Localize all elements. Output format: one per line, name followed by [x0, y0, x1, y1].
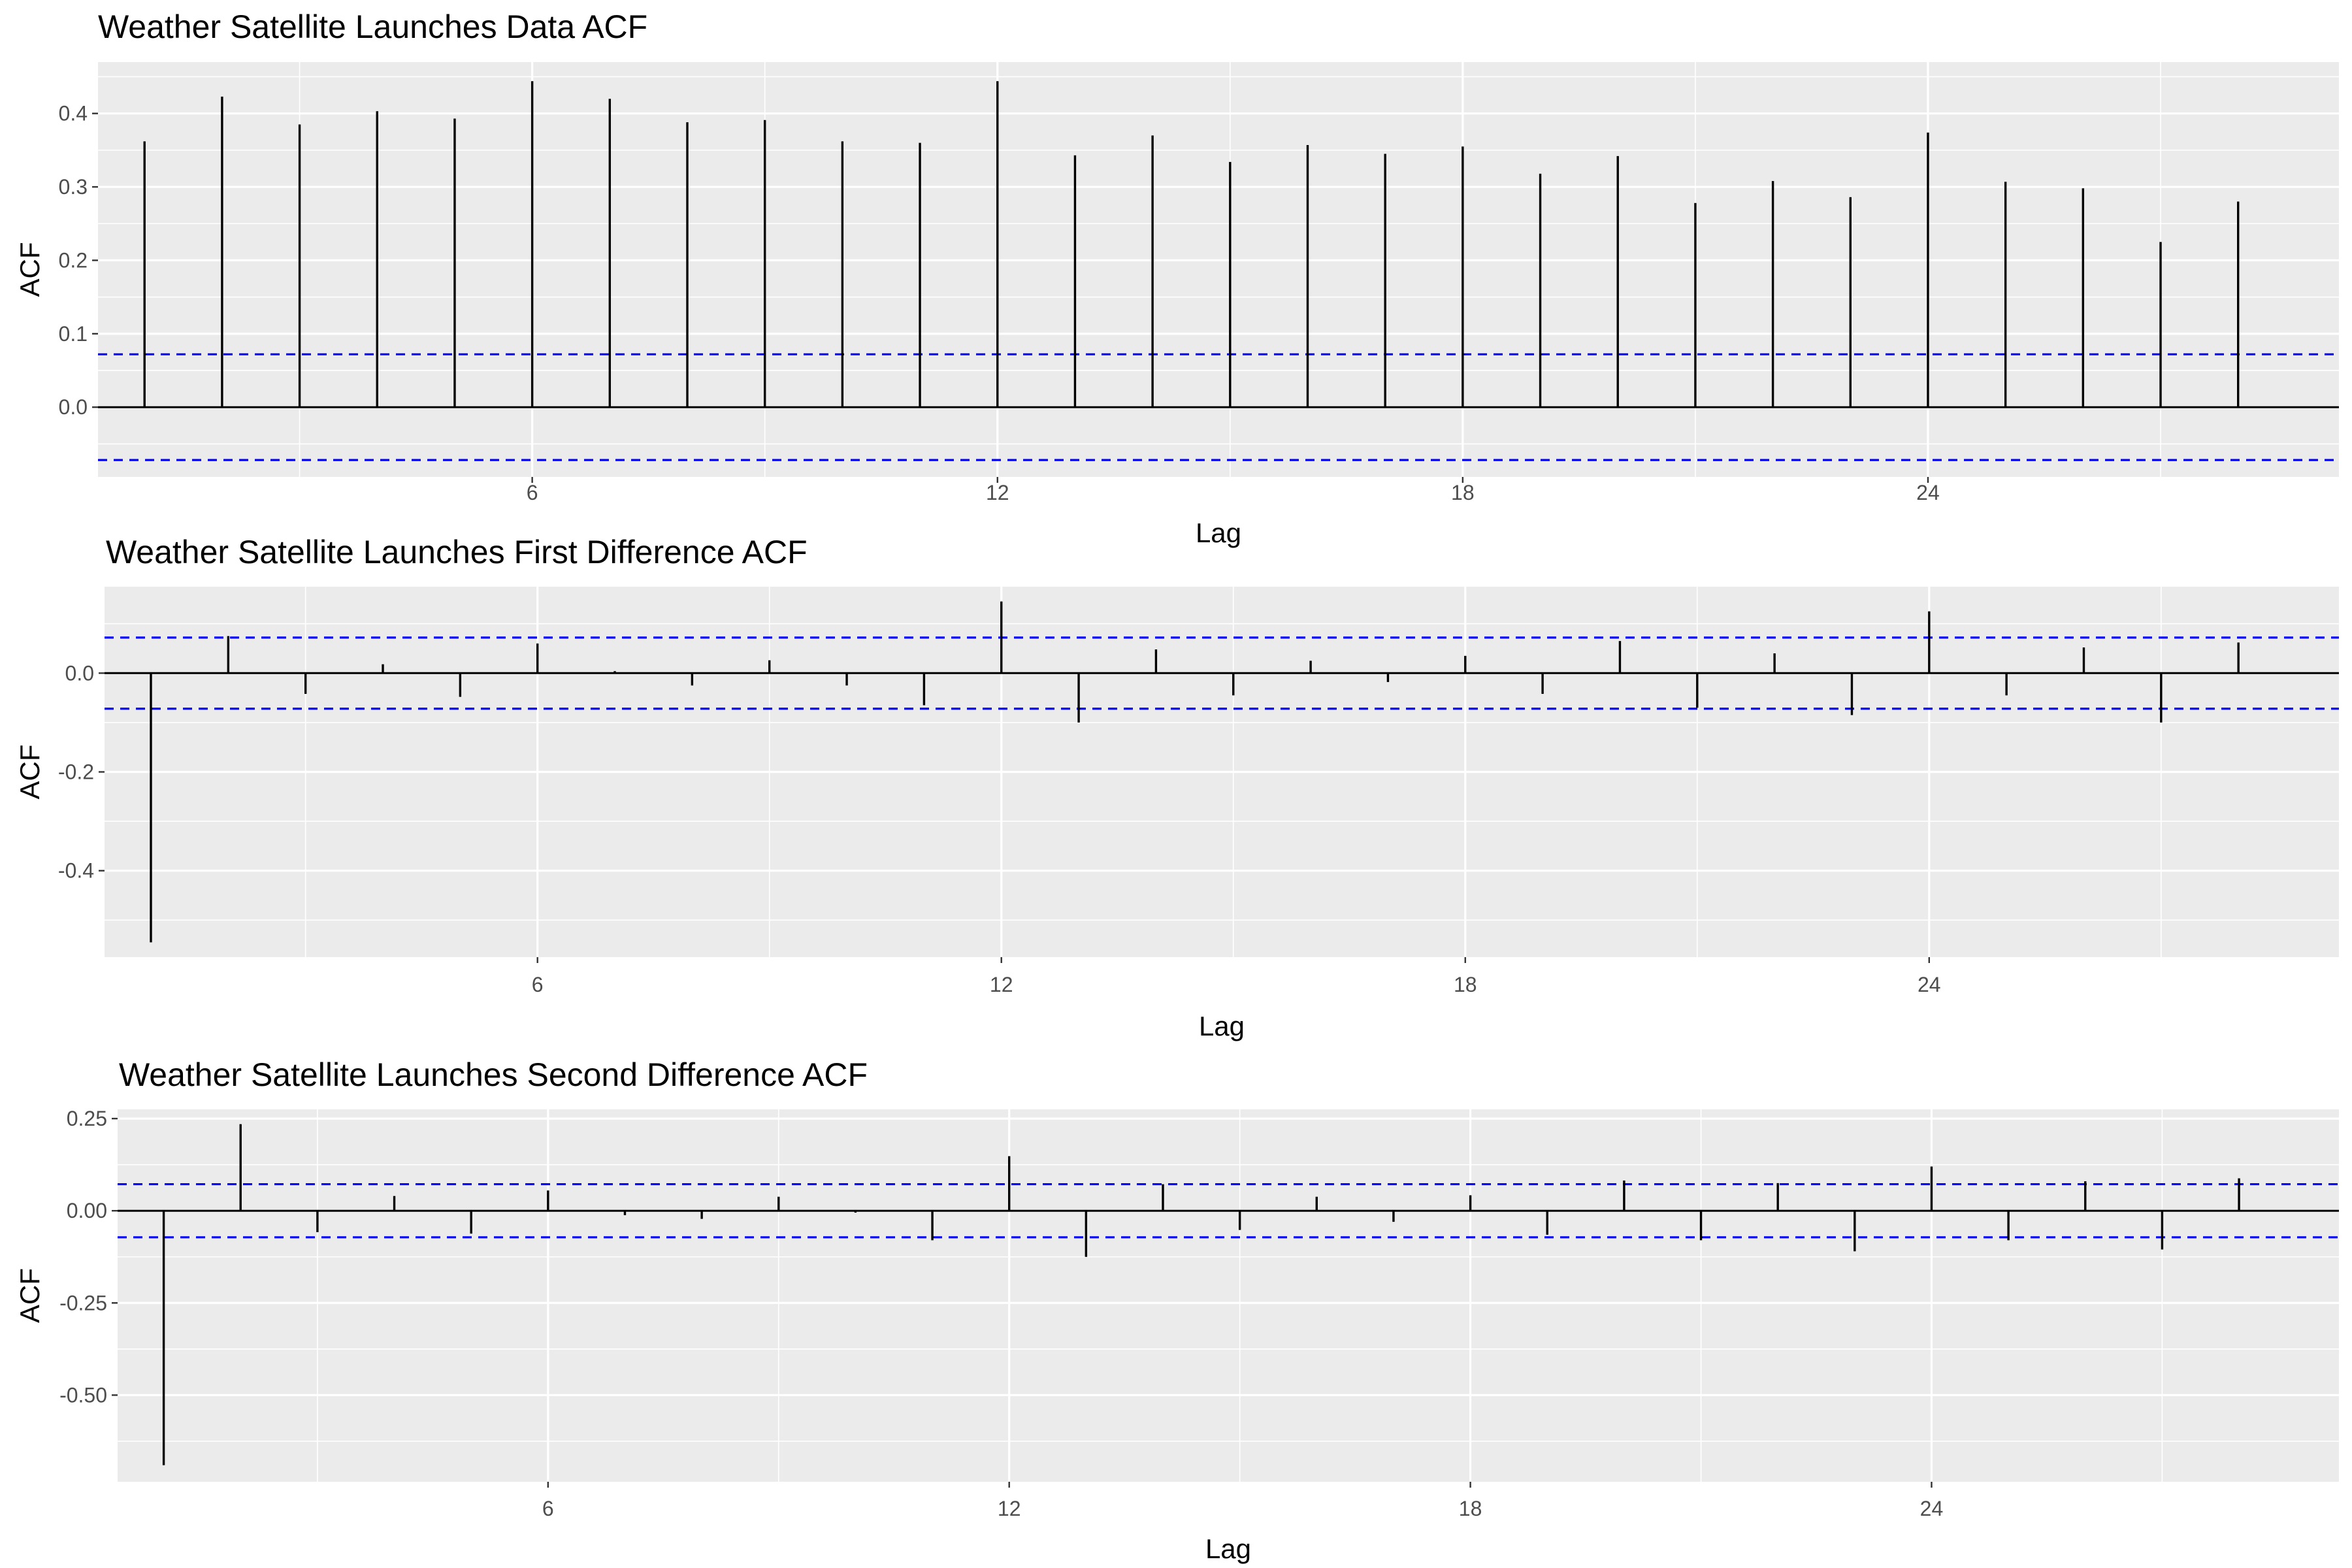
x-tick-label: 12	[986, 481, 1009, 504]
x-tick-label: 24	[1920, 1497, 1944, 1520]
panel-background	[98, 62, 2339, 477]
acf-panel-1: 0.0 0.1 0.2 0.3 0.4 6 12 18 24 Weather Satellite …	[14, 8, 2339, 548]
y-tick-label: -0.50	[59, 1383, 107, 1407]
x-tick-label: 6	[532, 973, 544, 996]
chart-title: Weather Satellite Launches First Differe…	[106, 534, 808, 570]
y-tick-label: 0.0	[65, 661, 94, 685]
y-tick-label: -0.4	[58, 859, 94, 883]
x-axis-title: Lag	[1205, 1533, 1251, 1564]
x-tick-label: 6	[542, 1497, 554, 1520]
x-tick-label: 6	[527, 481, 538, 504]
y-tick-label: 0.2	[59, 248, 88, 272]
y-tick-label: 0.0	[59, 395, 88, 419]
chart-title: Weather Satellite Launches Data ACF	[98, 8, 647, 45]
y-tick-label: 0.1	[59, 322, 88, 346]
x-axis-title: Lag	[1199, 1011, 1245, 1041]
acf-panel-3: 0.25 0.00 -0.25 -0.50 6 12 18 24 Weather Satelli…	[14, 1056, 2339, 1564]
x-tick-label: 18	[1459, 1497, 1482, 1520]
x-tick-label: 12	[990, 973, 1013, 996]
x-axis-title: Lag	[1196, 517, 1241, 548]
y-axis-title: ACF	[14, 745, 45, 800]
y-tick-label: -0.2	[58, 760, 94, 784]
x-tick-label: 12	[998, 1497, 1021, 1520]
x-tick-label: 24	[1916, 481, 1940, 504]
x-tick-label: 18	[1451, 481, 1475, 504]
chart-title: Weather Satellite Launches Second Differ…	[119, 1056, 868, 1093]
y-tick-label: -0.25	[59, 1291, 107, 1315]
panel-background	[118, 1109, 2339, 1482]
x-tick-label: 18	[1454, 973, 1477, 996]
acf-panel-2: 0.0 -0.2 -0.4 6 12 18 24 Weather Satellite Laun…	[14, 534, 2339, 1041]
y-tick-label: 0.3	[59, 175, 88, 199]
y-axis-title: ACF	[14, 242, 45, 297]
y-tick-label: 0.4	[59, 102, 88, 125]
y-axis-title: ACF	[14, 1268, 45, 1323]
x-tick-label: 24	[1918, 973, 1941, 996]
y-tick-label: 0.00	[67, 1199, 107, 1222]
y-tick-label: 0.25	[67, 1107, 107, 1130]
